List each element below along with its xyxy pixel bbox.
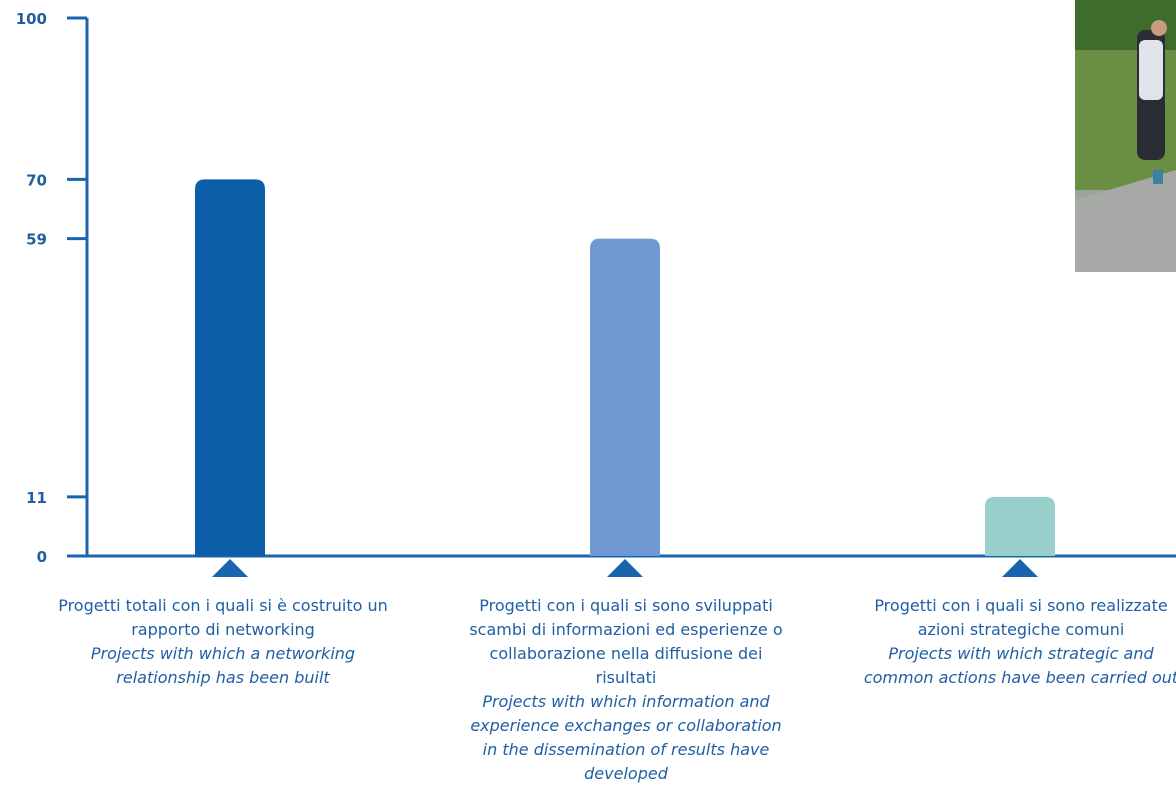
category-marker-1	[212, 559, 248, 577]
category-markers	[212, 559, 1038, 577]
category-label-1-en: Projects with which a networking relatio…	[90, 644, 356, 687]
y-tick-label-2: 59	[26, 231, 47, 249]
category-label-1-it: Progetti totali con i quali si è costrui…	[58, 596, 388, 639]
category-label-3-en: Projects with which strategic and common…	[863, 644, 1176, 687]
category-label-3: Progetti con i quali si sono realizzate …	[856, 594, 1176, 690]
category-label-2: Progetti con i quali si sono sviluppati …	[461, 594, 791, 786]
photo-people-on-road-icon	[1075, 0, 1176, 272]
category-label-2-it: Progetti con i quali si sono sviluppati …	[469, 596, 783, 687]
photo-thumbnail	[1075, 0, 1176, 272]
y-tick-label-3: 11	[26, 489, 47, 507]
category-marker-2	[607, 559, 643, 577]
bars	[195, 179, 1055, 556]
category-label-2-en: Projects with which information and expe…	[470, 692, 782, 783]
y-tick-label-4: 0	[37, 548, 47, 566]
bar-3	[985, 496, 1055, 556]
y-ticks: 100 70 59 11 0	[16, 10, 87, 566]
y-tick-label-0: 100	[16, 10, 47, 28]
category-label-1: Progetti totali con i quali si è costrui…	[58, 594, 388, 690]
y-tick-label-1: 70	[26, 171, 47, 189]
bar-1	[195, 179, 265, 556]
category-marker-3	[1002, 559, 1038, 577]
bar-2	[590, 238, 660, 556]
category-label-3-it: Progetti con i quali si sono realizzate …	[874, 596, 1168, 639]
